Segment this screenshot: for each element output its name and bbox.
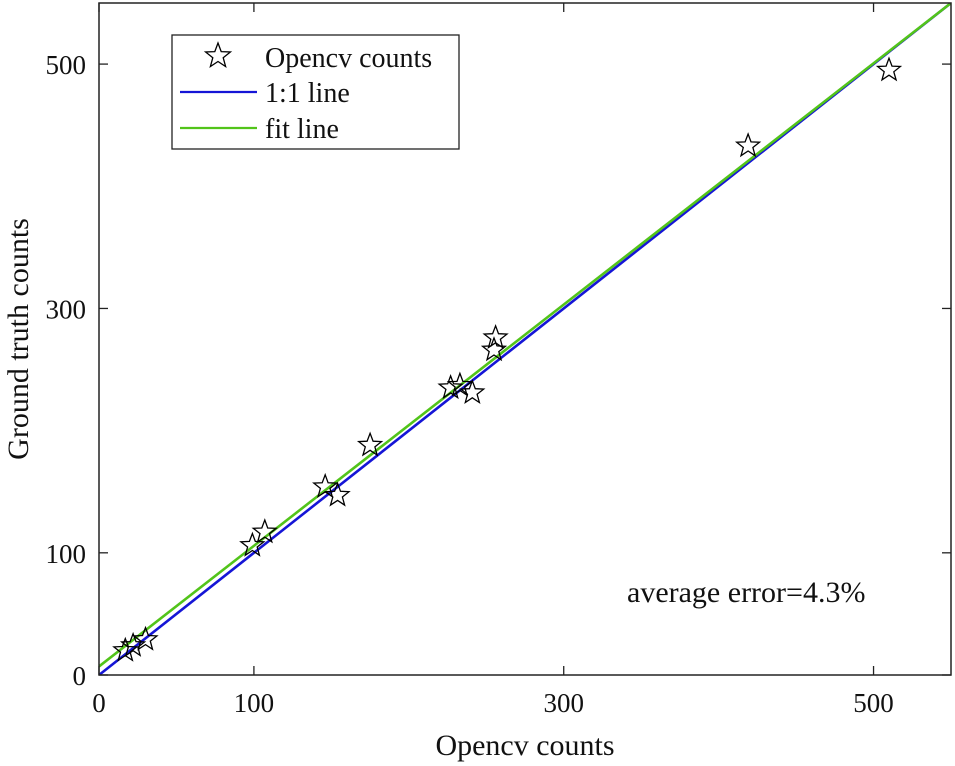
legend-star-icon [203,41,233,68]
data-point-star-icon [437,374,464,400]
data-point-star-icon [132,625,159,651]
data-point-star-icon [459,378,486,405]
axes-frame [98,2,952,676]
x-axis-label: Opencv counts [435,729,614,762]
legend-label-1to1: 1:1 line [265,78,350,109]
data-point-star-icon [356,431,384,457]
data-point-star-icon [734,132,762,158]
y-tick-label: 0 [73,661,87,691]
legend-label-opencv: Opencv counts [265,43,432,74]
data-point-star-icon [446,371,474,397]
data-point-star-icon [251,518,278,544]
y-tick-label: 500 [46,50,87,80]
plot-area [99,3,951,675]
x-tick-label: 0 [92,688,106,718]
x-tick-label: 500 [853,688,894,718]
y-tick-label: 300 [46,294,87,324]
data-point-star-icon [312,472,339,498]
y-axis-label: Ground truth counts [2,218,35,460]
y-tick-label: 100 [46,539,87,569]
x-tick-label: 100 [234,688,275,718]
data-point-star-icon [875,56,903,82]
legend-label-fit: fit line [265,114,339,145]
legend: Opencv counts 1:1 line fit line [171,34,460,150]
data-point-star-icon [119,631,147,657]
axes: 0 100 300 500 0 100 300 500 [46,2,952,718]
fit-line [99,3,951,668]
data-point-star-icon [239,531,266,557]
average-error-annotation: average error=4.3% [627,576,865,609]
data-point-star-icon [482,323,509,350]
data-point-star-icon [324,481,351,507]
x-tick-label: 300 [543,688,584,718]
